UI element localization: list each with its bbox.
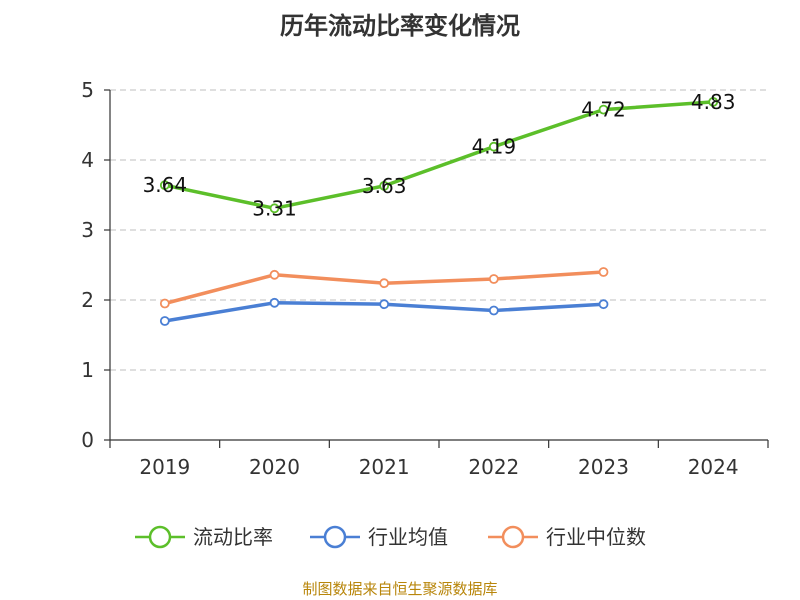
axes: 0 1 2 3 4 5 2019 2020 2021 2022 2023 2024 <box>81 78 769 479</box>
grid-lines <box>110 89 768 371</box>
data-point[interactable] <box>159 180 170 191</box>
y-tick-label: 0 <box>81 428 94 452</box>
legend-label: 行业均值 <box>368 525 448 549</box>
legend-marker <box>501 525 525 549</box>
y-tick-label: 2 <box>81 288 94 312</box>
data-label: 4.83 <box>691 90 736 114</box>
y-tick-label: 5 <box>81 78 94 102</box>
x-tick-label: 2024 <box>688 455 739 479</box>
legend-marker <box>323 525 347 549</box>
x-tick-label: 2020 <box>249 455 300 479</box>
data-point[interactable] <box>598 104 609 115</box>
y-tick-label: 1 <box>81 358 94 382</box>
legend-item-2[interactable]: 行业中位数 <box>488 525 646 549</box>
data-point[interactable] <box>379 299 390 310</box>
data-point[interactable] <box>269 269 280 280</box>
source-note: 制图数据来自恒生聚源数据库 <box>302 580 497 598</box>
series-lines <box>159 97 719 326</box>
legend-item-0[interactable]: 流动比率 <box>135 525 273 549</box>
legend-label: 流动比率 <box>193 525 273 549</box>
y-tick-label: 4 <box>81 148 94 172</box>
data-point[interactable] <box>379 278 390 289</box>
data-point[interactable] <box>488 274 499 284</box>
data-point[interactable] <box>269 297 280 308</box>
data-label: 3.31 <box>252 196 297 220</box>
data-label: 4.72 <box>581 98 626 122</box>
data-label: 3.63 <box>362 174 407 198</box>
data-point[interactable] <box>708 97 719 107</box>
x-tick-label: 2022 <box>468 455 519 479</box>
chart-title: 历年流动比率变化情况 <box>280 12 520 40</box>
x-tick-label: 2019 <box>139 455 190 479</box>
data-point[interactable] <box>269 203 280 214</box>
data-label: 3.64 <box>143 173 188 197</box>
legend-label: 行业中位数 <box>546 525 646 549</box>
data-labels: 3.64 3.31 3.63 4.19 4.72 4.83 <box>143 90 736 220</box>
data-point[interactable] <box>488 141 499 152</box>
data-point[interactable] <box>159 316 170 326</box>
data-point[interactable] <box>598 267 609 277</box>
legend-marker <box>148 525 172 549</box>
x-tick-label: 2023 <box>578 455 629 479</box>
legend-item-1[interactable]: 行业均值 <box>310 525 448 549</box>
data-point[interactable] <box>379 180 390 191</box>
x-tick-label: 2021 <box>359 455 410 479</box>
data-point[interactable] <box>488 305 499 316</box>
legend[interactable]: 流动比率 行业均值 行业中位数 <box>135 525 646 549</box>
data-point[interactable] <box>159 298 170 309</box>
data-point[interactable] <box>598 299 609 310</box>
y-tick-label: 3 <box>81 218 94 242</box>
series-line-0 <box>163 100 715 211</box>
data-label: 4.19 <box>472 135 517 159</box>
